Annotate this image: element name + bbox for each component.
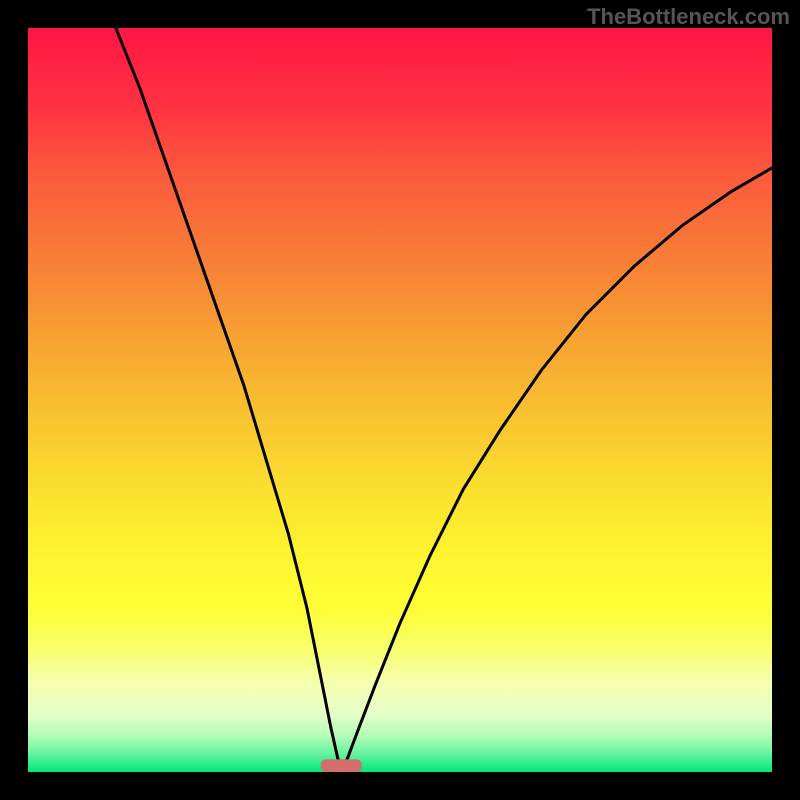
gradient-background xyxy=(28,28,772,772)
watermark-text: TheBottleneck.com xyxy=(587,4,790,30)
plot-area xyxy=(28,28,772,772)
chart-container: TheBottleneck.com xyxy=(0,0,800,800)
chart-svg xyxy=(28,28,772,772)
vertex-marker xyxy=(321,759,362,772)
